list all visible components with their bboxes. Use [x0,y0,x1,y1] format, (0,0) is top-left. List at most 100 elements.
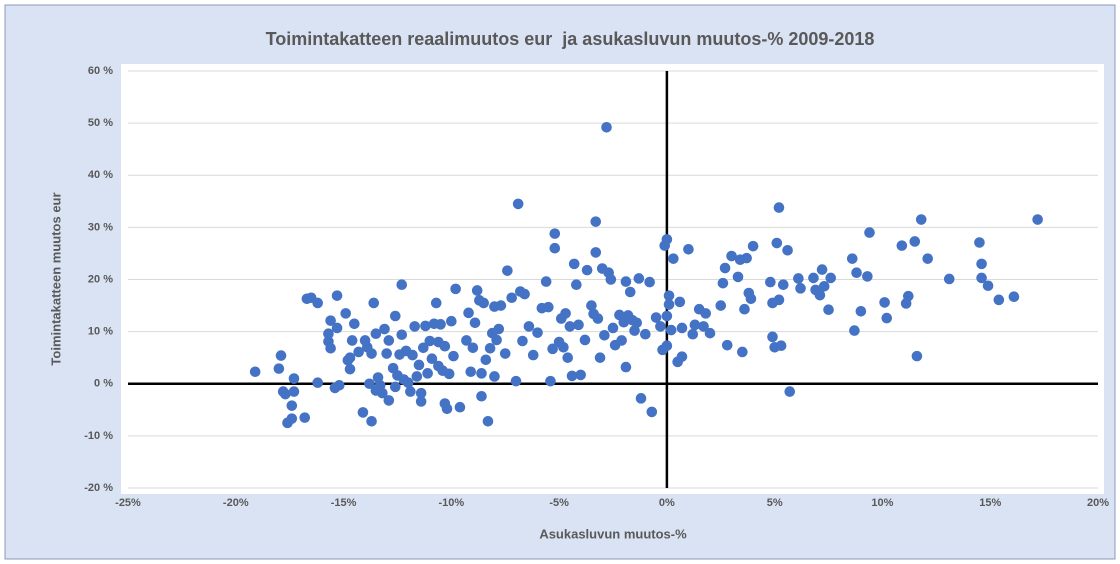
x-tick-label: 15% [979,497,1001,509]
point [396,329,408,341]
point [915,214,927,225]
point [849,325,860,336]
point [325,315,336,326]
point [784,386,796,397]
point [415,396,427,407]
y-axis-title: Toimintakatteen muutos eur [48,192,63,365]
point [590,216,602,227]
x-tick-label: -15% [331,497,357,509]
point [463,307,474,319]
point [573,319,584,331]
point [881,312,893,324]
point [467,342,479,354]
point [540,276,552,287]
point [855,305,867,317]
point [499,348,511,359]
point [594,352,606,363]
point [405,386,416,397]
y-tick-label: 30 % [88,221,113,233]
point [767,331,778,343]
point [489,371,500,382]
point [976,272,987,284]
point [862,271,873,282]
point [545,375,556,387]
point [430,297,442,309]
point [484,343,496,354]
point [549,228,561,239]
point [366,348,377,359]
y-tick-label: 60 % [88,65,113,77]
point [698,321,709,332]
point [771,237,783,249]
point [564,321,576,332]
point [816,264,828,275]
point [476,368,487,379]
point [793,273,804,284]
point [299,412,311,423]
point [846,253,858,264]
point [773,294,785,306]
point [476,390,487,402]
point [482,415,494,427]
point [700,308,711,319]
point [366,415,377,427]
point [732,271,744,283]
point [407,349,418,361]
point [640,328,651,340]
point [631,317,643,329]
point [620,276,632,287]
point [286,400,298,411]
point [364,378,375,390]
point [331,322,343,334]
point [650,312,662,323]
point [273,363,285,374]
point [465,366,477,378]
point [493,323,505,335]
point [288,373,300,384]
point [896,240,908,251]
x-tick-label: 5% [767,497,783,509]
point [415,387,427,399]
point [389,381,401,393]
point [922,253,934,264]
point [814,289,826,301]
point [249,366,261,378]
y-tick-label: 10 % [88,326,113,338]
y-tick-label: 50 % [88,117,113,129]
point [808,272,819,284]
point [676,322,688,334]
point [974,237,985,248]
x-tick-label: 10% [871,497,893,509]
point [566,370,578,382]
point [568,258,580,270]
x-axis-title: Asukasluvun muutos-% [539,526,687,541]
x-tick-label: -10% [438,497,464,509]
point [687,328,699,340]
point [560,308,571,319]
point [993,294,1005,306]
point [661,340,673,351]
point [312,297,323,309]
point [512,198,524,210]
point [579,334,591,346]
point [644,276,655,288]
point [286,413,298,424]
point [903,290,914,302]
point [506,292,517,304]
point [383,395,395,406]
point [424,335,436,347]
point [523,321,535,332]
point [357,407,369,418]
point [646,406,658,418]
point [418,342,429,354]
point [549,242,561,254]
point [275,350,287,361]
point [562,352,574,363]
point [370,328,382,340]
point [532,327,543,338]
point [368,297,380,309]
point [1008,291,1020,303]
point [616,335,627,346]
y-tick-label: -20 % [84,482,113,494]
point [633,273,645,284]
